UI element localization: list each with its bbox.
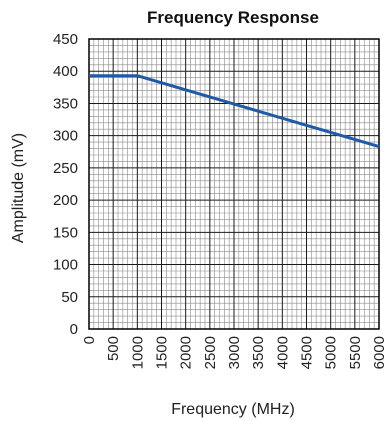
x-tick-label: 5000 xyxy=(323,336,340,369)
x-tick-label: 1000 xyxy=(129,336,146,369)
series-layer xyxy=(89,74,380,149)
y-axis-label: Amplitude (mV) xyxy=(10,133,27,243)
plot-frame xyxy=(88,38,380,330)
x-tick-label: 3500 xyxy=(250,336,267,369)
chart-title: Frequency Response xyxy=(147,8,319,27)
y-tick-label: 350 xyxy=(53,95,78,112)
x-axis-label: Frequency (MHz) xyxy=(171,401,295,418)
x-tick-label: 3000 xyxy=(226,336,243,369)
y-tick-label: 0 xyxy=(70,321,78,338)
y-tick-labels: 0 50 100 150 200 250 300 350 400 450 xyxy=(53,31,78,338)
y-tick-label: 400 xyxy=(53,63,78,80)
y-tick-label: 100 xyxy=(53,257,78,274)
y-tick-label: 300 xyxy=(53,128,78,145)
x-tick-label: 1500 xyxy=(154,336,171,369)
x-tick-label: 6000 xyxy=(371,336,388,369)
x-tick-label: 4000 xyxy=(274,336,291,369)
y-tick-label: 200 xyxy=(53,192,78,209)
x-tick-label: 2500 xyxy=(202,336,219,369)
x-tick-label: 5500 xyxy=(347,336,364,369)
y-tick-label: 250 xyxy=(53,160,78,177)
y-tick-label: 450 xyxy=(53,31,78,48)
series-line xyxy=(89,74,380,149)
x-tick-label: 4500 xyxy=(299,336,316,369)
x-tick-labels: 0 500 1000 1500 2000 2500 3000 3500 4000 4500 5000… xyxy=(81,336,388,369)
y-tick-label: 150 xyxy=(53,224,78,241)
y-tick-label: 50 xyxy=(61,289,78,306)
major-gridlines xyxy=(89,39,379,329)
x-tick-label: 0 xyxy=(81,336,98,344)
x-tick-label: 500 xyxy=(105,336,122,361)
x-tick-label: 2000 xyxy=(178,336,195,369)
